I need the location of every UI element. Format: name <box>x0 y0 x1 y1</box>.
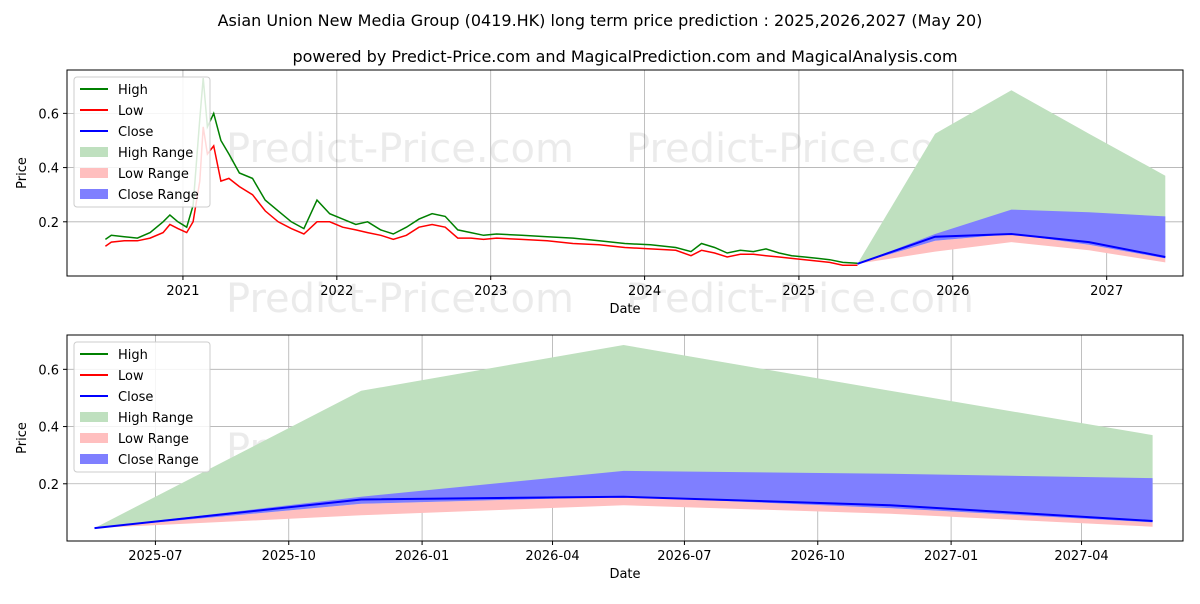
x-tick-label: 2024 <box>628 284 661 299</box>
legend-swatch <box>80 147 108 157</box>
x-tick-label: 2027 <box>1090 284 1123 299</box>
legend-swatch <box>80 412 108 422</box>
close-series-line <box>94 495 1153 530</box>
x-tick-label: 2025 <box>782 284 815 299</box>
chart-subtitle: powered by Predict-Price.com and Magical… <box>292 47 957 66</box>
legend-swatch <box>80 168 108 178</box>
legend-label: Low Range <box>118 167 189 182</box>
legend-label: High Range <box>118 146 193 161</box>
chart-title: Asian Union New Media Group (0419.HK) lo… <box>218 11 983 30</box>
legend-label: High Range <box>118 411 193 426</box>
x-axis-label: Date <box>609 302 640 317</box>
x-tick-label: 2026-01 <box>395 549 449 564</box>
x-tick-label: 2026 <box>936 284 969 299</box>
y-tick-label: 0.6 <box>38 363 59 378</box>
x-tick-label: 2025-10 <box>262 549 316 564</box>
y-tick-label: 0.4 <box>38 162 59 177</box>
x-tick-label: 2025-07 <box>128 549 182 564</box>
legend-swatch <box>80 433 108 443</box>
top-plot: Predict-Price.com Predict-Price.com Predic… <box>15 69 1184 322</box>
legend-label: Close Range <box>118 188 199 203</box>
axes-frame <box>66 334 1184 542</box>
x-tick-label: 2023 <box>474 284 507 299</box>
legend-swatch <box>80 189 108 199</box>
low-range-band <box>857 234 1166 264</box>
legend-label: Low <box>118 104 144 119</box>
x-tick-label: 2027-04 <box>1054 549 1108 564</box>
legend-label: Low <box>118 369 144 384</box>
close-series-line <box>857 232 1166 265</box>
legend-label: High <box>118 83 148 98</box>
legend-label: High <box>118 348 148 363</box>
y-tick-label: 0.2 <box>38 478 59 493</box>
axes-frame <box>66 69 1184 277</box>
watermark-text: Predict-Price.com <box>626 126 974 172</box>
x-tick-label: 2027-01 <box>924 549 978 564</box>
legend-swatch <box>80 454 108 464</box>
x-tick-label: 2026-04 <box>525 549 579 564</box>
legend-label: Close <box>118 390 153 405</box>
watermark-text: Predict-Price.com <box>226 126 574 172</box>
legend-label: Close Range <box>118 453 199 468</box>
y-axis-label: Price <box>15 422 30 454</box>
low-range-band <box>94 496 1153 529</box>
watermark-text: Predict-Price.com <box>626 276 974 322</box>
y-tick-label: 0.4 <box>38 421 59 436</box>
legend-label: Close <box>118 125 153 140</box>
y-tick-label: 0.2 <box>38 216 59 231</box>
x-tick-label: 2022 <box>320 284 353 299</box>
x-axis-label: Date <box>609 567 640 582</box>
watermark-text: Predict-Price.com <box>226 276 574 322</box>
close-range-band <box>857 209 1166 264</box>
bottom-plot: Predict-Price.comPredict-Price.com2025-0… <box>15 334 1184 582</box>
legend-label: Low Range <box>118 432 189 447</box>
x-tick-label: 2021 <box>166 284 199 299</box>
y-axis-label: Price <box>15 157 30 189</box>
x-tick-label: 2026-07 <box>657 549 711 564</box>
x-tick-label: 2026-10 <box>791 549 845 564</box>
close-range-band <box>94 470 1153 529</box>
y-tick-label: 0.6 <box>38 107 59 122</box>
